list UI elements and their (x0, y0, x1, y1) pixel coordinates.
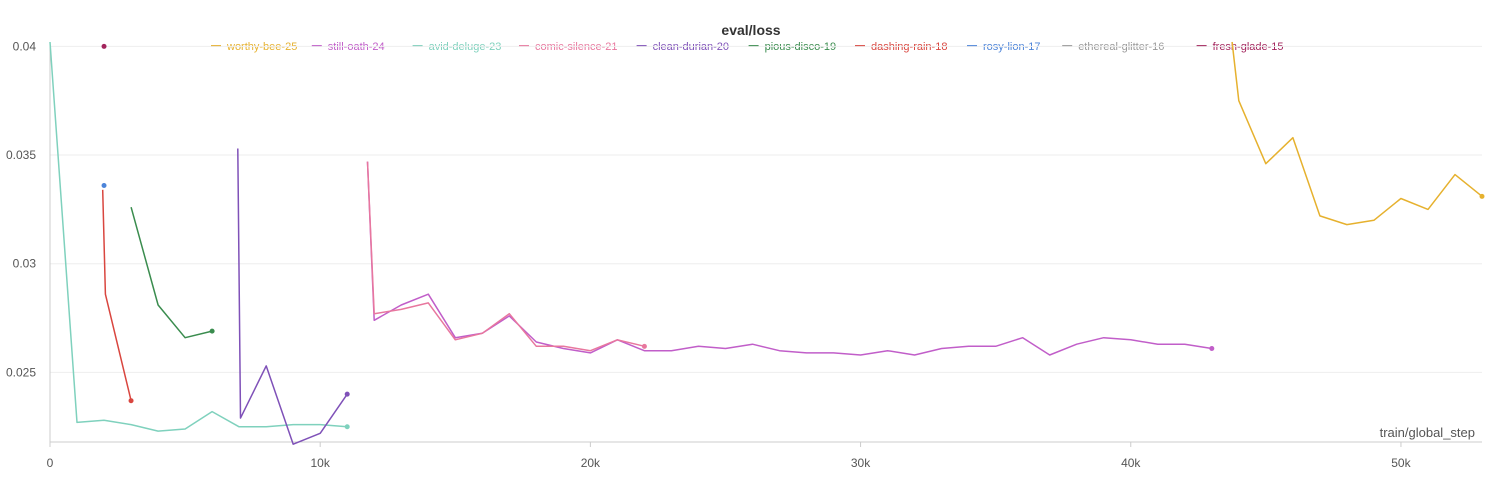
x-axis-label: train/global_step (1380, 425, 1475, 440)
series-line-avid-deluge-23[interactable] (49, 41, 348, 432)
legend-label: still-oath-24 (328, 41, 385, 53)
legend-label: fresh-glade-15 (1213, 41, 1284, 53)
x-tick-labels: 0 10k 20k 30k 40k 50k (47, 442, 1412, 470)
legend: worthy-bee-25 still-oath-24 avid-deluge-23… (211, 41, 1284, 53)
series-endpoint-clean-durian-20[interactable] (344, 391, 350, 397)
legend-item[interactable]: pious-disco-19 (748, 41, 837, 53)
series-endpoint-comic-silence-21[interactable] (641, 343, 647, 349)
legend-item[interactable]: worthy-bee-25 (211, 41, 297, 53)
legend-label: ethereal-glitter-16 (1078, 41, 1164, 53)
series-line-still-oath-24[interactable] (366, 161, 1212, 356)
series-endpoint-still-oath-24[interactable] (1209, 346, 1215, 352)
series-line-dashing-rain-18[interactable] (101, 189, 132, 401)
series-endpoint-avid-deluge-23[interactable] (344, 424, 350, 430)
legend-label: clean-durian-20 (653, 41, 729, 53)
series-endpoint-dashing-rain-18[interactable] (128, 398, 134, 404)
legend-item[interactable]: dashing-rain-18 (855, 41, 947, 53)
axes (49, 42, 1482, 443)
series-line-worthy-bee-25[interactable] (1231, 41, 1483, 226)
chart-title: eval/loss (721, 22, 780, 38)
series-endpoint-pious-disco-19[interactable] (209, 328, 215, 334)
x-tick-label: 40k (1121, 456, 1141, 470)
series-endpoint-fresh-glade-15[interactable] (101, 43, 107, 49)
grid (50, 45, 1482, 373)
x-tick-label: 20k (581, 456, 601, 470)
x-tick-label: 50k (1391, 456, 1411, 470)
series-line-pious-disco-19[interactable] (130, 207, 213, 339)
legend-label: avid-deluge-23 (429, 41, 502, 53)
legend-label: rosy-lion-17 (983, 41, 1040, 53)
y-tick-label: 0.025 (6, 365, 36, 379)
series-endpoint-rosy-lion-17[interactable] (101, 182, 107, 188)
legend-label: dashing-rain-18 (871, 41, 947, 53)
y-tick-label: 0.04 (13, 39, 37, 53)
legend-item[interactable]: clean-durian-20 (636, 41, 729, 53)
series-endpoint-worthy-bee-25[interactable] (1479, 193, 1485, 199)
series-line-clean-durian-20[interactable] (237, 148, 348, 445)
y-tick-labels: 0.025 0.03 0.035 0.04 (6, 39, 36, 379)
x-tick-label: 0 (47, 456, 54, 470)
legend-label: worthy-bee-25 (226, 41, 297, 53)
legend-item[interactable]: still-oath-24 (311, 41, 385, 53)
y-tick-label: 0.035 (6, 148, 36, 162)
legend-label: comic-silence-21 (535, 41, 618, 53)
series-line-comic-silence-21[interactable] (366, 161, 645, 352)
x-tick-label: 10k (311, 456, 331, 470)
series-group (49, 41, 1485, 445)
legend-item[interactable]: comic-silence-21 (519, 41, 618, 53)
y-tick-label: 0.03 (13, 257, 37, 271)
legend-label: pious-disco-19 (765, 41, 837, 53)
legend-item[interactable]: rosy-lion-17 (967, 41, 1040, 53)
legend-item[interactable]: avid-deluge-23 (412, 41, 502, 53)
legend-item[interactable]: ethereal-glitter-16 (1062, 41, 1164, 53)
x-tick-label: 30k (851, 456, 871, 470)
legend-item[interactable]: fresh-glade-15 (1196, 41, 1284, 53)
